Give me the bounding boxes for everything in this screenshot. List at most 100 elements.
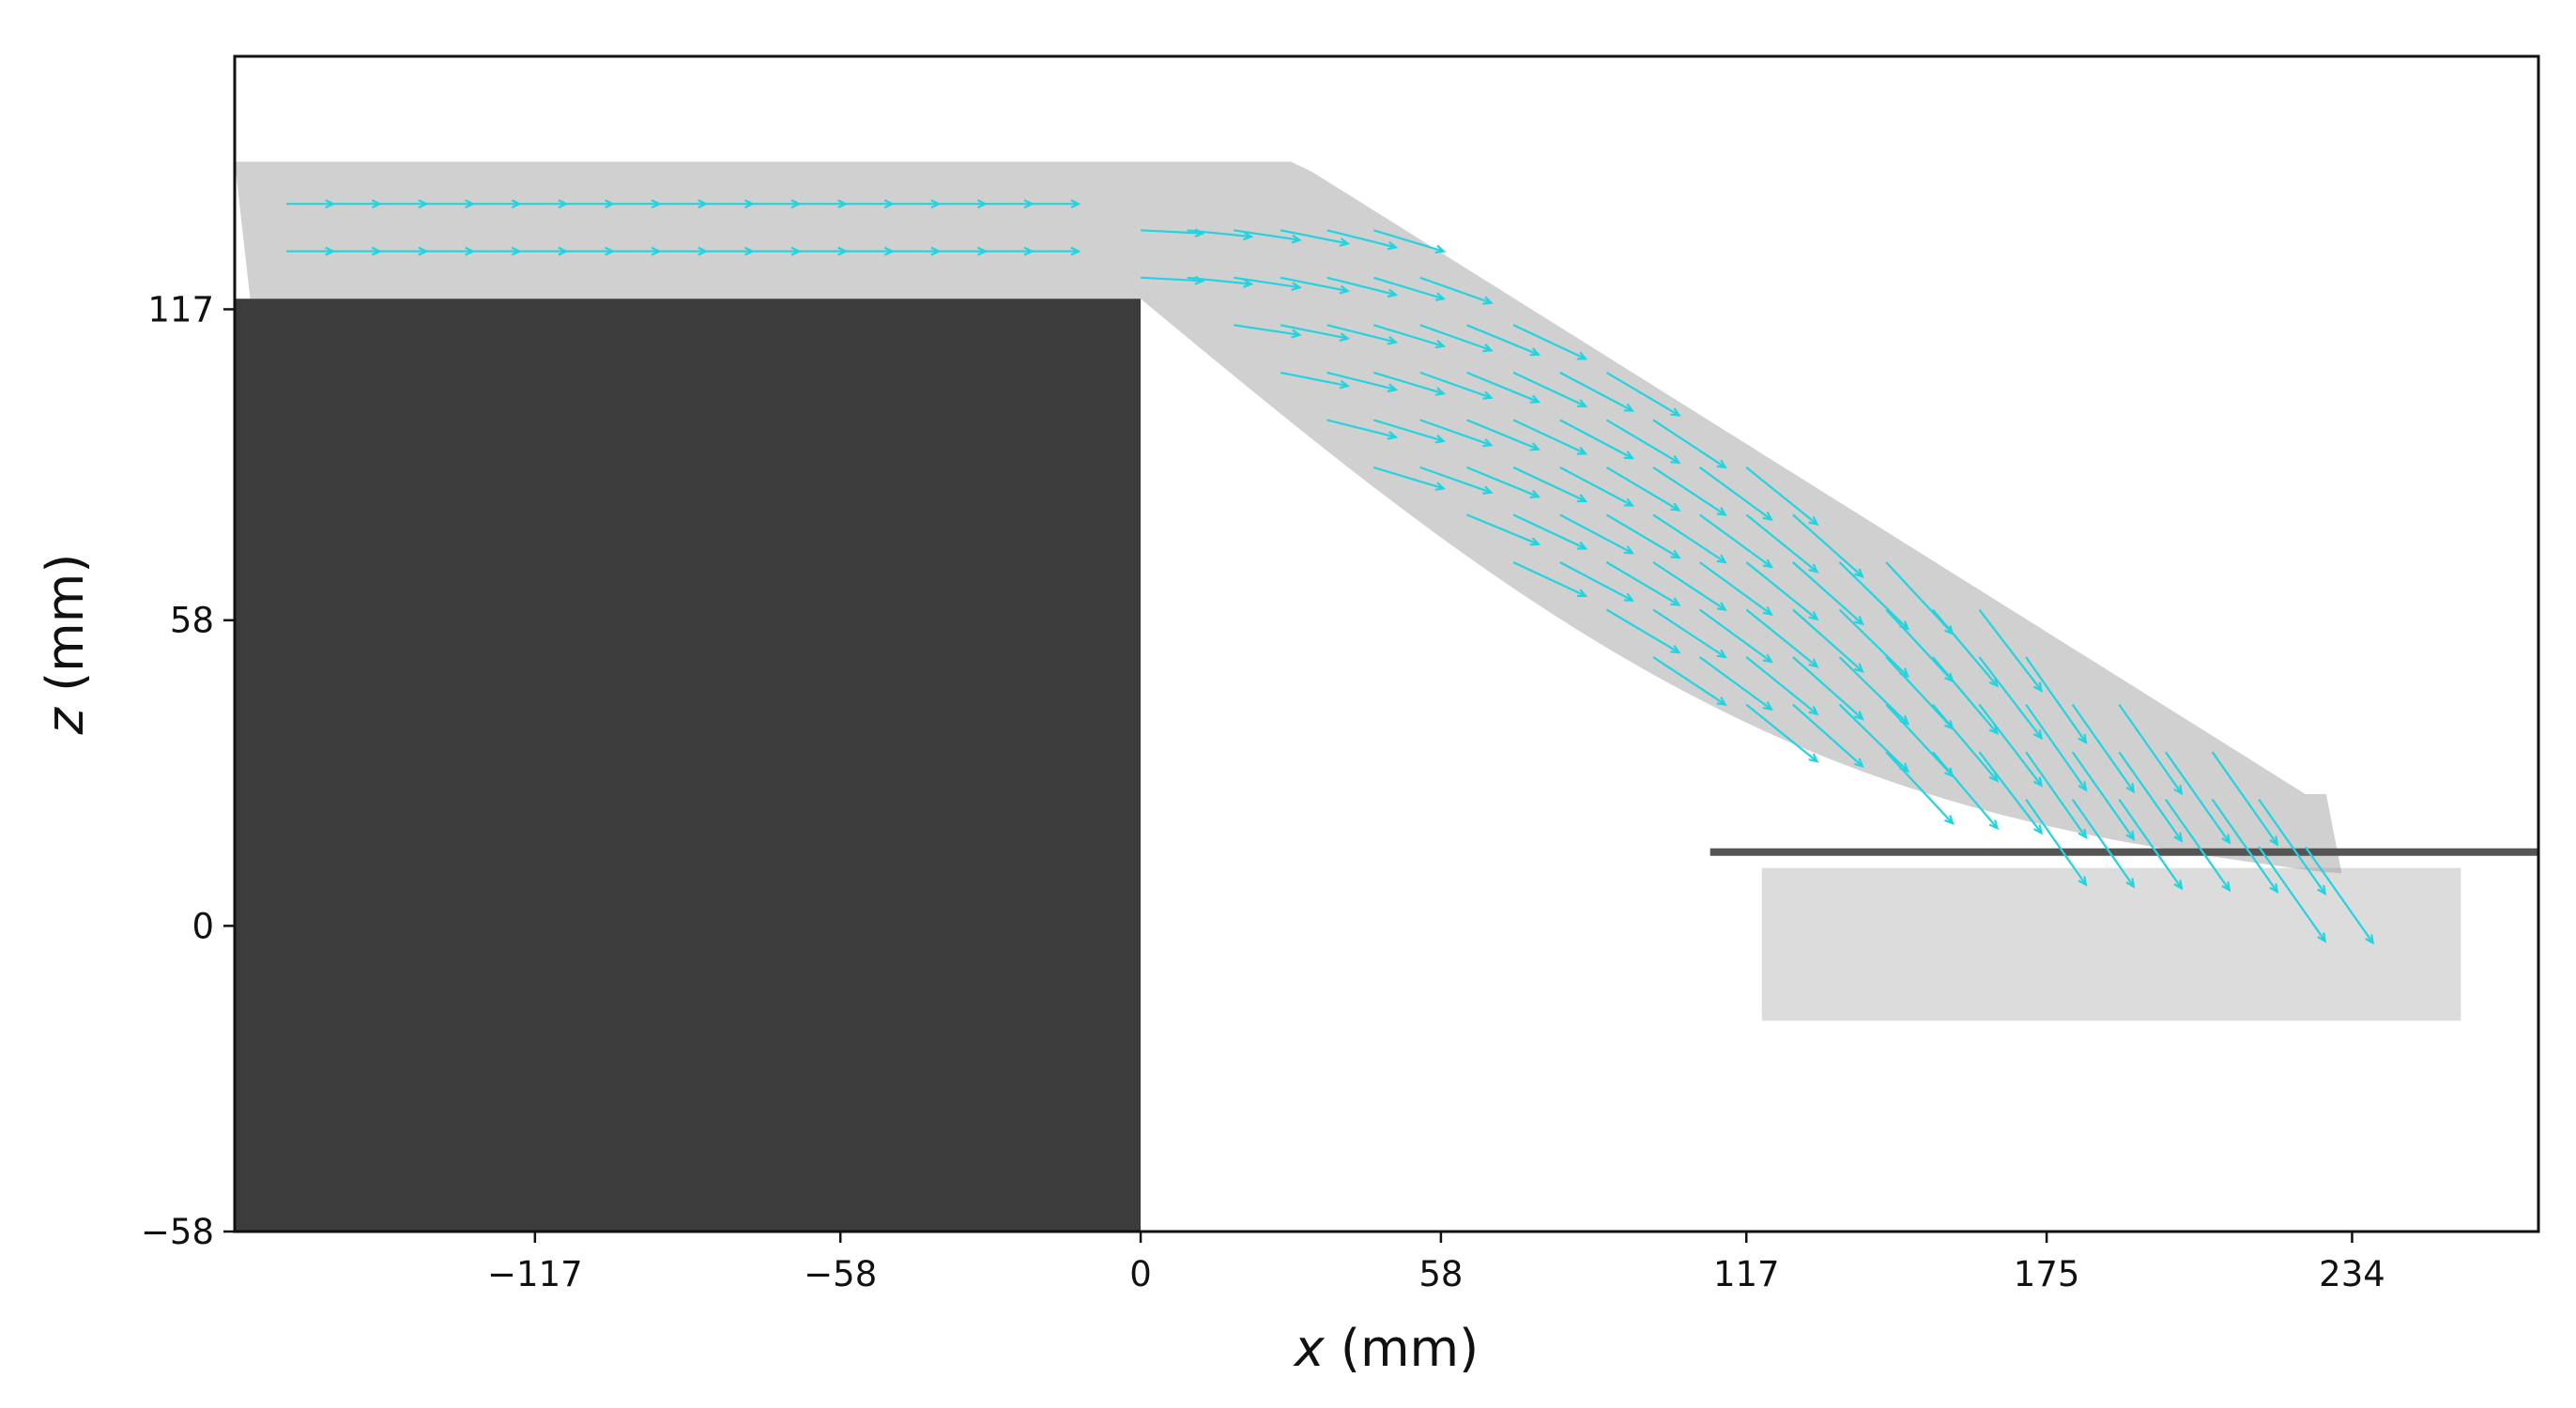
velocity-vector bbox=[1652, 513, 1727, 564]
velocity-vector bbox=[1326, 276, 1399, 298]
velocity-vector bbox=[1745, 561, 1819, 621]
velocity-vector bbox=[1512, 371, 1588, 407]
y-axis-ticks: 117 58 0 −58 bbox=[141, 289, 235, 1252]
velocity-vector bbox=[1885, 751, 1955, 825]
velocity-vector bbox=[2164, 798, 2231, 893]
velocity-vector bbox=[1559, 466, 1635, 507]
velocity-vector bbox=[1931, 656, 2000, 736]
velocity-vector bbox=[1652, 419, 1727, 469]
velocity-vector bbox=[1234, 276, 1302, 291]
plot-frame bbox=[233, 54, 2540, 1233]
velocity-vector bbox=[1280, 371, 1351, 390]
velocity-vector bbox=[1280, 229, 1351, 247]
velocity-vector bbox=[2025, 703, 2088, 792]
y-axis-label: z (mm) bbox=[36, 554, 95, 736]
velocity-vector bbox=[1652, 656, 1727, 706]
velocity-vector bbox=[2071, 751, 2136, 841]
velocity-vector bbox=[1280, 324, 1351, 342]
plot-area bbox=[235, 56, 2538, 1232]
velocity-vector bbox=[2258, 798, 2327, 896]
velocity-vector bbox=[1372, 371, 1447, 396]
velocity-vector bbox=[1559, 371, 1635, 412]
velocity-vector bbox=[1978, 703, 2044, 788]
velocity-vector bbox=[1745, 656, 1819, 716]
splash-plume bbox=[1761, 867, 2461, 1021]
velocity-vector bbox=[1466, 466, 1541, 498]
velocity-vector bbox=[1419, 466, 1494, 495]
x-tick-label: 234 bbox=[2319, 1254, 2385, 1294]
velocity-vector bbox=[1326, 324, 1399, 345]
velocity-vector bbox=[1466, 513, 1541, 546]
velocity-vector bbox=[2211, 751, 2279, 847]
x-axis-ticks: −117 −58 0 58 117 175 234 bbox=[487, 1232, 2385, 1294]
velocity-vector bbox=[1466, 371, 1541, 404]
y-axis-label-variable: z bbox=[36, 706, 95, 735]
velocity-vector bbox=[1466, 419, 1541, 451]
velocity-vector bbox=[1372, 419, 1447, 444]
velocity-vector bbox=[1512, 324, 1588, 360]
jet-sheet bbox=[235, 161, 2342, 874]
velocity-vector bbox=[1419, 276, 1494, 305]
obstacle-block bbox=[235, 298, 1142, 1232]
velocity-vector bbox=[1698, 608, 1773, 664]
velocity-vector bbox=[1372, 466, 1447, 491]
velocity-vector bbox=[1605, 561, 1681, 606]
velocity-vector bbox=[1698, 656, 1773, 712]
x-axis-label: x (mm) bbox=[1293, 1319, 1479, 1378]
velocity-vector bbox=[1698, 513, 1773, 569]
velocity-vector bbox=[1326, 229, 1399, 251]
velocity-vector bbox=[2165, 751, 2231, 845]
velocity-vector bbox=[1372, 276, 1447, 301]
velocity-vector bbox=[1652, 561, 1727, 611]
velocity-vector bbox=[1512, 419, 1588, 455]
velocity-vector bbox=[2025, 751, 2088, 839]
x-tick-label: −117 bbox=[487, 1254, 583, 1294]
velocity-vector bbox=[1326, 419, 1399, 440]
velocity-vectors bbox=[286, 199, 2375, 945]
y-tick-label: 117 bbox=[147, 289, 214, 329]
velocity-vector bbox=[1931, 608, 2000, 688]
velocity-vector bbox=[1792, 656, 1864, 721]
velocity-vector bbox=[1419, 371, 1494, 400]
velocity-vector bbox=[1745, 608, 1819, 668]
velocity-vector bbox=[2118, 703, 2184, 796]
velocity-vector bbox=[2071, 703, 2136, 794]
x-axis-label-unit: (mm) bbox=[1325, 1319, 1480, 1378]
velocity-vector bbox=[1931, 751, 2000, 831]
velocity-vector bbox=[1605, 419, 1681, 465]
velocity-vector bbox=[1745, 467, 1819, 527]
velocity-vector bbox=[1792, 513, 1864, 578]
velocity-vector bbox=[1978, 656, 2044, 741]
x-tick-label: 117 bbox=[1713, 1254, 1780, 1294]
velocity-vector bbox=[1978, 751, 2044, 835]
velocity-vector bbox=[1419, 419, 1494, 448]
velocity-vector bbox=[1792, 703, 1864, 768]
x-tick-label: 175 bbox=[2014, 1254, 2080, 1294]
velocity-vector bbox=[1559, 513, 1635, 555]
velocity-vector bbox=[1745, 703, 1819, 763]
velocity-vector bbox=[1512, 561, 1588, 598]
velocity-vector bbox=[1559, 561, 1635, 602]
x-tick-label: 58 bbox=[1418, 1254, 1463, 1294]
velocity-vector bbox=[1187, 229, 1254, 241]
y-axis-label-unit: (mm) bbox=[36, 554, 95, 709]
velocity-vector bbox=[1931, 703, 2000, 783]
velocity-vector bbox=[1745, 513, 1819, 574]
velocity-vector bbox=[2071, 798, 2136, 889]
velocity-vector bbox=[1280, 276, 1351, 295]
velocity-vector bbox=[1605, 513, 1681, 559]
velocity-vector bbox=[1698, 561, 1773, 616]
velocity-vector bbox=[1187, 276, 1254, 288]
y-tick-label: 0 bbox=[192, 906, 214, 946]
velocity-vector bbox=[1234, 324, 1302, 339]
velocity-vector bbox=[2258, 846, 2327, 943]
velocity-vector bbox=[2025, 656, 2088, 744]
x-tick-label: −58 bbox=[804, 1254, 877, 1294]
velocity-vector bbox=[1605, 371, 1681, 417]
x-tick-label: 0 bbox=[1129, 1254, 1152, 1294]
velocity-vector bbox=[1032, 246, 1081, 256]
velocity-vector bbox=[1559, 419, 1635, 460]
y-tick-label: 58 bbox=[170, 601, 214, 641]
velocity-vector bbox=[2025, 798, 2088, 887]
